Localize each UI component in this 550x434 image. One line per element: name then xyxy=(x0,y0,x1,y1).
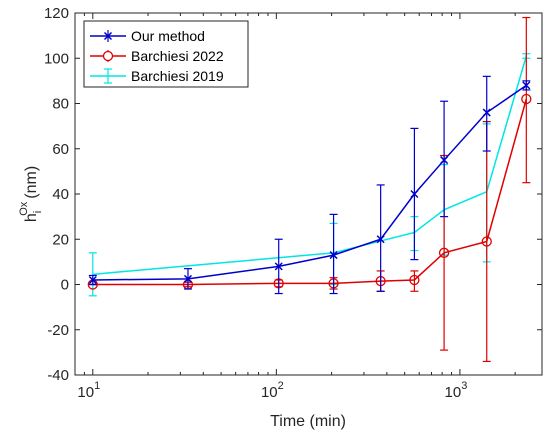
y-tick-label: 80 xyxy=(52,96,69,113)
data-point xyxy=(522,81,531,90)
legend-label: Our method xyxy=(131,28,205,44)
legend-label: Barchiesi 2019 xyxy=(131,68,224,84)
x-axis-label: Time (min) xyxy=(270,413,346,430)
y-tick-label: 60 xyxy=(52,141,69,158)
y-axis-label: hiOx (nm) xyxy=(18,166,44,222)
y-tick-label: 100 xyxy=(44,50,69,67)
x-axis: 101 102 103 xyxy=(74,13,516,401)
series-our-method xyxy=(88,75,531,295)
y-tick-label: 0 xyxy=(61,277,69,294)
data-point xyxy=(438,247,450,258)
data-point xyxy=(440,156,449,165)
data-point xyxy=(482,108,491,117)
data-point xyxy=(88,275,97,285)
series-layer xyxy=(87,16,532,363)
data-point xyxy=(183,274,193,283)
legend-item: Our method xyxy=(90,28,205,44)
svg-text:hiOx(nm): hiOx (nm) xyxy=(18,166,44,222)
data-point xyxy=(409,274,420,286)
y-tick-label: 120 xyxy=(44,5,69,22)
legend-marker xyxy=(102,50,114,62)
y-tick-label: 20 xyxy=(52,231,69,248)
y-axis: -40 -20 0 20 40 60 80 100 120 xyxy=(44,5,542,384)
y-axis-label-sub: i xyxy=(32,211,44,213)
series-line xyxy=(92,55,528,276)
x-tick-label: 103 xyxy=(445,380,468,401)
data-point xyxy=(410,189,419,199)
data-point xyxy=(92,273,94,275)
legend: Our method Barchiesi 2022 Barchiesi 2019 xyxy=(83,20,249,88)
data-point xyxy=(521,93,532,105)
y-axis-label-units: (nm) xyxy=(23,166,40,199)
legend-label: Barchiesi 2022 xyxy=(131,48,224,64)
data-point xyxy=(376,235,385,244)
y-axis-label-sup: Ox xyxy=(18,201,30,216)
y-tick-label: 40 xyxy=(52,186,69,203)
x-tick-label: 101 xyxy=(77,380,100,401)
data-point xyxy=(481,236,492,247)
y-tick-label: -20 xyxy=(47,322,69,339)
y-axis-label-main: h xyxy=(23,213,40,222)
legend-item: Barchiesi 2019 xyxy=(90,68,224,84)
legend-item: Barchiesi 2022 xyxy=(90,48,224,64)
data-point xyxy=(274,262,283,271)
x-tick-label: 102 xyxy=(261,380,284,401)
data-point xyxy=(329,251,338,260)
y-tick-label: -40 xyxy=(47,367,69,384)
legend-marker xyxy=(103,31,113,41)
